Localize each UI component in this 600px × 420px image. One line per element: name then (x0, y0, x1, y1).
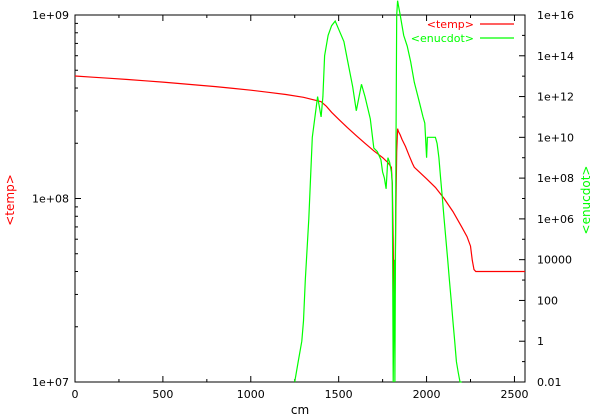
x-tick-label: 500 (152, 388, 173, 401)
right-tick-label: 0.01 (537, 376, 562, 389)
right-tick-label: 10000 (537, 254, 572, 267)
x-tick-label: 0 (72, 388, 79, 401)
x-tick-label: 2500 (500, 388, 528, 401)
left-tick-label: 1e+07 (32, 376, 69, 389)
legend-label-enucdot: <enucdot> (411, 32, 474, 45)
legend-label-temp: <temp> (427, 18, 474, 31)
left-tick-label: 1e+08 (32, 193, 69, 206)
right-tick-label: 100 (537, 294, 558, 307)
right-axis-label: <enucdot> (579, 166, 593, 235)
right-tick-label: 1e+10 (537, 131, 574, 144)
right-tick-label: 1e+14 (537, 50, 574, 63)
right-tick-label: 1e+16 (537, 9, 574, 22)
plot-frame (74, 14, 526, 383)
series-line-temp (74, 75, 525, 316)
x-tick-label: 1500 (325, 388, 353, 401)
left-axis-label: <temp> (3, 174, 17, 226)
left-tick-label: 1e+09 (32, 9, 69, 22)
right-tick-label: 1e+08 (537, 172, 574, 185)
x-axis-label: cm (291, 403, 309, 417)
x-tick-label: 1000 (237, 388, 265, 401)
right-tick-label: 1e+12 (537, 91, 574, 104)
right-tick-label: 1 (537, 335, 544, 348)
x-tick-label: 2000 (413, 388, 441, 401)
right-tick-label: 1e+06 (537, 213, 574, 226)
series-line-enucdot (294, 0, 462, 383)
